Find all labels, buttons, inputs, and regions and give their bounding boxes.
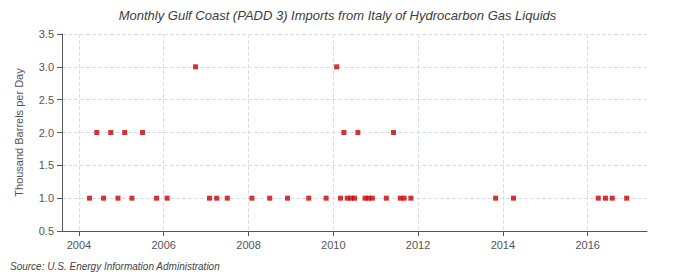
svg-text:2016: 2016 [575, 239, 599, 251]
svg-text:2004: 2004 [67, 239, 91, 251]
svg-text:1.0: 1.0 [39, 192, 54, 204]
svg-text:Thousand Barrels per Day: Thousand Barrels per Day [13, 68, 25, 197]
svg-text:2010: 2010 [321, 239, 345, 251]
svg-text:2.0: 2.0 [39, 127, 54, 139]
svg-text:0.5: 0.5 [39, 225, 54, 237]
svg-text:Monthly Gulf Coast (PADD 3) Im: Monthly Gulf Coast (PADD 3) Imports from… [119, 8, 557, 23]
svg-text:2.5: 2.5 [39, 94, 54, 106]
svg-text:2014: 2014 [491, 239, 515, 251]
svg-text:2006: 2006 [151, 239, 175, 251]
svg-text:2008: 2008 [236, 239, 260, 251]
svg-text:Source: U.S. Energy Informatio: Source: U.S. Energy Information Administ… [10, 261, 220, 272]
svg-text:3.0: 3.0 [39, 61, 54, 73]
svg-text:3.5: 3.5 [39, 28, 54, 40]
svg-text:1.5: 1.5 [39, 159, 54, 171]
svg-text:2012: 2012 [406, 239, 430, 251]
